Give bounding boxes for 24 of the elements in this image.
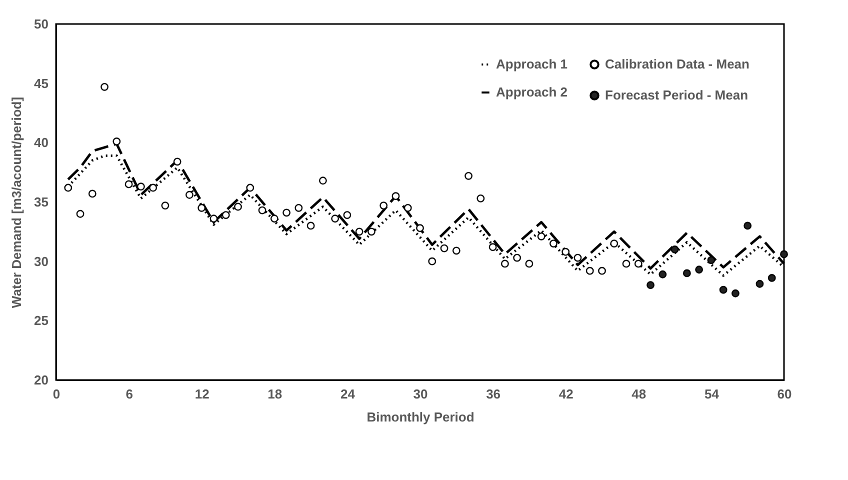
y-tick-label: 45: [34, 76, 48, 91]
legend-label: Approach 1: [496, 56, 568, 72]
y-tick-label: 50: [34, 16, 48, 32]
y-tick-label: 25: [34, 313, 48, 328]
x-tick-label: 60: [777, 386, 792, 402]
x-tick-label: 0: [52, 386, 60, 402]
x-tick-label: 12: [194, 386, 210, 402]
x-tick-label: 30: [413, 386, 428, 402]
y-axis-title: Water Demand [m3/acount/period]: [9, 96, 24, 308]
x-tick-label: 6: [126, 386, 133, 402]
legend-label: Approach 2: [496, 84, 568, 100]
x-axis-title: Bimonthly Period: [366, 410, 474, 424]
y-tick-label: 40: [34, 135, 48, 150]
x-tick-label: 48: [632, 386, 646, 402]
x-tick-label: 24: [340, 386, 356, 402]
legend-label: Forecast Period - Mean: [605, 88, 748, 102]
y-tick-label: 30: [34, 254, 48, 269]
x-tick-label: 18: [268, 386, 282, 402]
x-tick-label: 54: [704, 386, 720, 402]
legend-label: Calibration Data - Mean: [605, 56, 750, 72]
x-tick-label: 42: [558, 386, 574, 402]
y-tick-label: 20: [34, 372, 48, 388]
y-tick-label: 35: [34, 194, 48, 210]
x-tick-label: 36: [486, 386, 501, 402]
